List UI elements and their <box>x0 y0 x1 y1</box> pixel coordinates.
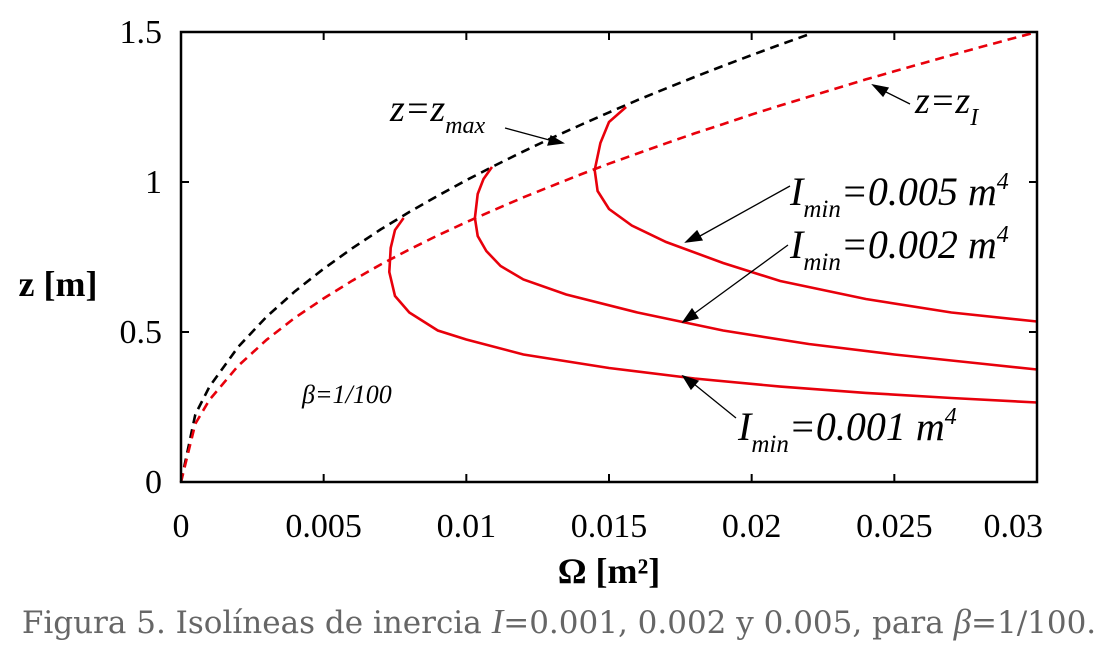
imin-002-arrow <box>694 244 789 314</box>
ticks-layer <box>180 31 1038 483</box>
tick-labels-layer: 0 0.005 0.01 0.015 0.02 0.025 0.03 0 0.5 1 1.5 <box>120 14 1044 545</box>
imin-001-label: Imin=0.001 m4 <box>737 404 957 458</box>
x-axis-title: Ω [m²] <box>558 551 661 591</box>
imin-005-arrowhead <box>684 229 704 243</box>
zmax-label: z=zmax <box>389 88 486 139</box>
isoline-0002 <box>473 166 1038 371</box>
imin-005-label: Imin=0.005 m4 <box>789 169 1009 223</box>
x-tick-label: 0.015 <box>571 508 648 545</box>
caption-values: =0.001, 0.002 y 0.005, para <box>503 605 954 641</box>
y-axis-title: z [m] <box>19 264 98 304</box>
chart: 0 0.005 0.01 0.015 0.02 0.025 0.03 0 0.5 1 1.5 Ω [… <box>19 14 1044 591</box>
zi-arrow <box>881 89 911 105</box>
curves-layer <box>179 30 1038 483</box>
x-tick-label: 0.01 <box>437 508 497 545</box>
zi-arrowhead <box>871 83 890 98</box>
caption-suffix: =1/100. <box>971 605 1097 641</box>
imin-001-arrow <box>693 383 737 419</box>
x-tick-label: 0.005 <box>285 508 362 545</box>
y-tick-label: 1.5 <box>120 14 163 51</box>
y-tick-label: 0.5 <box>120 314 163 351</box>
zi-label: z=zI <box>914 80 979 131</box>
caption-var-i: I <box>491 602 504 641</box>
imin-001-arrowhead <box>681 374 700 391</box>
caption-prefix: Figura 5. Isolíneas de inercia <box>21 605 492 641</box>
x-tick-label: 0.03 <box>984 508 1044 545</box>
boundary-curve-zmax <box>179 33 810 483</box>
annotation-arrows <box>504 83 911 419</box>
y-tick-label: 1 <box>145 164 162 201</box>
caption-var-beta: β <box>953 602 971 641</box>
x-tick-label: 0.025 <box>856 508 933 545</box>
beta-annotation: β=1/100 <box>301 380 392 409</box>
zmax-arrowhead <box>547 135 565 146</box>
isoline-0005 <box>593 106 1038 323</box>
imin-002-arrowhead <box>681 307 700 324</box>
isoline-0001 <box>387 217 1038 404</box>
zmax-arrow <box>504 127 554 142</box>
figure-caption: Figura 5. Isolíneas de inercia I=0.001, … <box>0 602 1118 662</box>
imin-005-arrow <box>699 185 791 237</box>
x-tick-label: 0 <box>173 508 190 545</box>
x-tick-label: 0.02 <box>722 508 782 545</box>
imin-002-label: Imin=0.002 m4 <box>789 222 1009 276</box>
y-tick-label: 0 <box>145 464 162 501</box>
